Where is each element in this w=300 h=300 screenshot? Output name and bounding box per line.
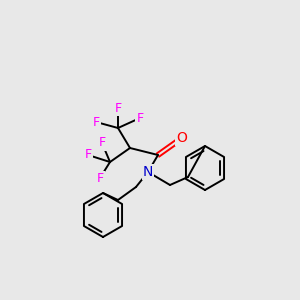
Text: N: N [143,165,153,179]
Text: F: F [114,101,122,115]
Text: F: F [98,136,106,149]
Text: F: F [136,112,144,124]
Text: F: F [92,116,100,128]
Text: F: F [84,148,92,161]
Text: O: O [177,131,188,145]
Text: F: F [96,172,103,184]
